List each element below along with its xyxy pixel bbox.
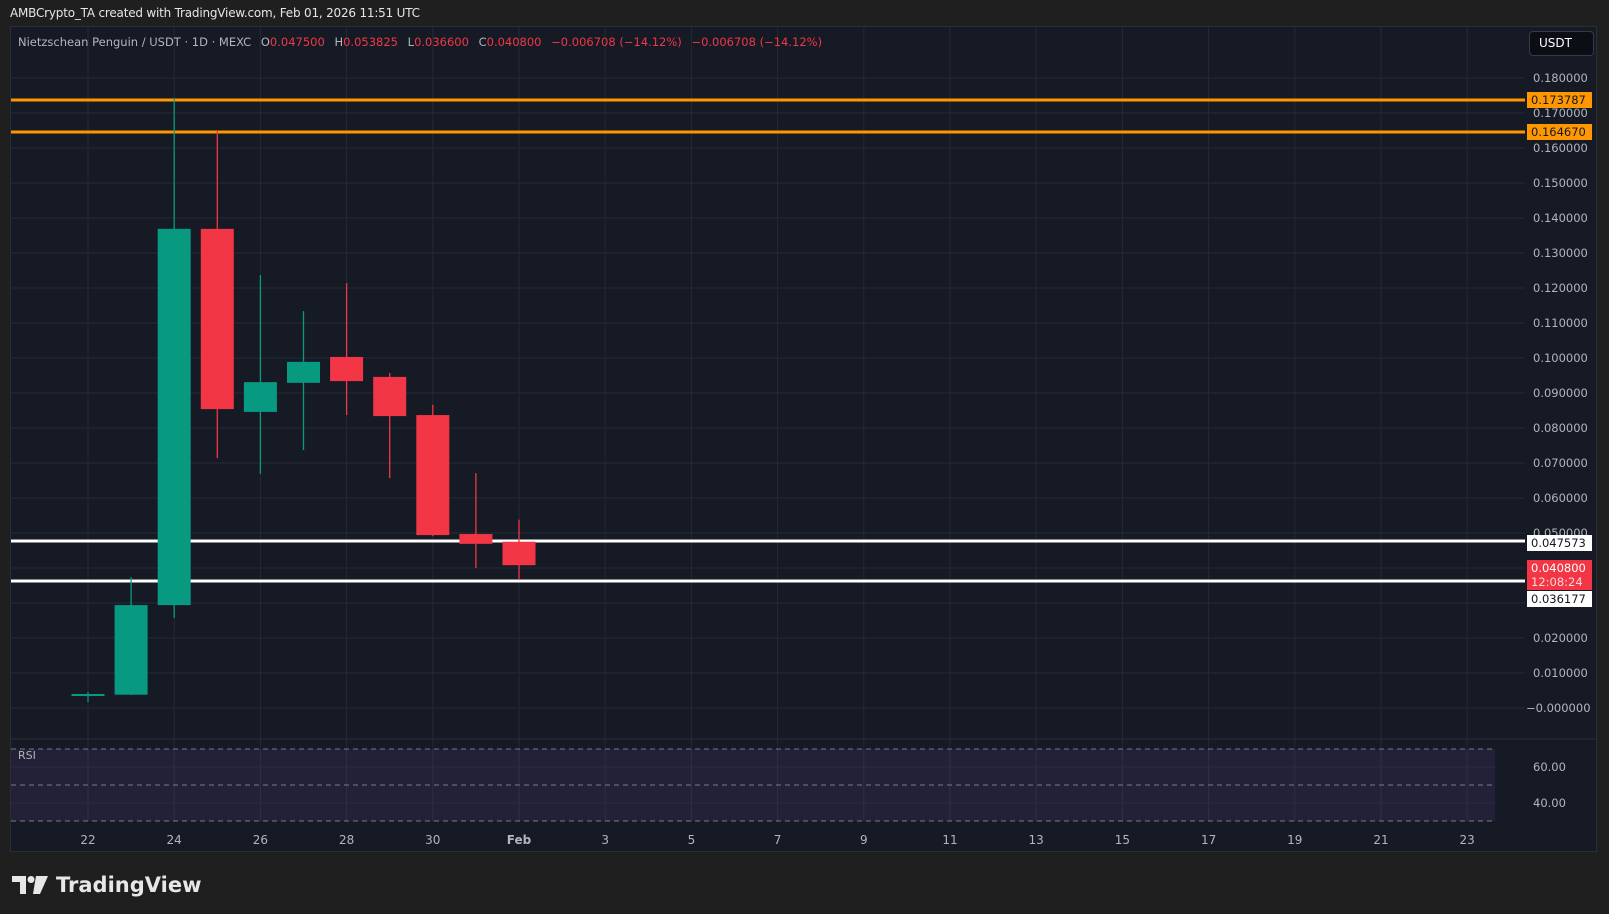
tradingview-logo[interactable]: TradingView	[12, 873, 201, 897]
open-label: O	[260, 35, 270, 49]
orange-line-price-tag: 0.173787	[1527, 92, 1592, 108]
price-axis-tick: −0.000000	[1526, 701, 1591, 715]
white-line-price-tag-2: 0.036177	[1527, 591, 1592, 607]
time-axis-tick: 5	[687, 833, 696, 847]
time-axis-tick: 21	[1373, 833, 1389, 847]
currency-button[interactable]: USDT	[1529, 31, 1594, 56]
rsi-tick-40: 40.00	[1533, 796, 1566, 810]
price-axis-tick: 0.060000	[1533, 491, 1588, 505]
bar-countdown: 12:08:24	[1531, 575, 1583, 589]
time-axis-tick: 9	[859, 833, 868, 847]
change-value-2: −0.006708 (−14.12%)	[691, 35, 823, 49]
symbol-title: Nietzschean Penguin / USDT · 1D · MEXC	[18, 35, 252, 49]
high-label: H	[334, 35, 344, 49]
time-axis-tick: 22	[80, 833, 96, 847]
chart-frame	[10, 26, 1597, 852]
price-axis-tick: 0.140000	[1533, 211, 1588, 225]
time-axis-tick: 17	[1200, 833, 1217, 847]
candle-down	[330, 356, 364, 382]
time-axis-tick: Feb	[506, 833, 532, 847]
candle-up	[243, 382, 277, 412]
candle-down	[502, 541, 536, 566]
chart-caption: AMBCrypto_TA created with TradingView.co…	[10, 6, 420, 20]
price-axis-tick: 0.010000	[1533, 666, 1588, 680]
price-axis-tick: 0.100000	[1533, 351, 1588, 365]
price-axis-tick: 0.160000	[1533, 141, 1588, 155]
candle-down	[373, 376, 407, 417]
candle-up	[157, 228, 191, 606]
orange-line-price-tag-2: 0.164670	[1527, 124, 1592, 140]
time-axis-tick: 30	[425, 833, 441, 847]
candle-up	[114, 605, 148, 695]
time-axis-tick: 28	[338, 833, 355, 847]
price-axis-tick: 0.090000	[1533, 386, 1588, 400]
price-axis-tick: 0.170000	[1533, 106, 1588, 120]
time-axis-tick: 3	[601, 833, 610, 847]
tradingview-logo-icon	[12, 876, 48, 894]
ohlc-legend: Nietzschean Penguin / USDT · 1D · MEXC O…	[18, 35, 822, 49]
change-value: −0.006708 (−14.12%)	[551, 35, 682, 49]
last-price-value: 0.040800	[1531, 561, 1586, 575]
price-axis-tick: 0.120000	[1533, 281, 1588, 295]
time-axis-tick: 11	[942, 833, 958, 847]
price-axis-tick: 0.070000	[1533, 456, 1588, 470]
candle-down	[200, 228, 234, 410]
high-value: 0.053825	[343, 35, 398, 49]
candle-up	[287, 361, 320, 383]
time-axis-tick: 26	[252, 833, 269, 847]
candle-down	[459, 534, 493, 544]
time-axis-tick: 15	[1114, 833, 1131, 847]
time-axis-tick: 19	[1287, 833, 1303, 847]
low-value: 0.036600	[414, 35, 469, 49]
last-price-tag: 0.040800 12:08:24	[1527, 560, 1592, 590]
candle-down	[416, 415, 450, 536]
candle-up	[71, 694, 105, 696]
open-value: 0.047500	[269, 35, 325, 49]
brand-name: TradingView	[56, 873, 202, 897]
time-axis-tick: 7	[773, 833, 782, 847]
white-line-price-tag: 0.047573	[1527, 535, 1592, 551]
price-axis-tick: 0.180000	[1533, 71, 1588, 85]
rsi-tick-60: 60.00	[1533, 760, 1566, 774]
price-axis-tick: 0.130000	[1533, 246, 1588, 260]
time-axis-tick: 23	[1459, 833, 1475, 847]
close-value: 0.040800	[486, 35, 542, 49]
close-label: C	[478, 35, 487, 49]
price-axis-tick: 0.080000	[1533, 421, 1588, 435]
price-axis-tick: 0.110000	[1533, 316, 1588, 330]
time-axis-tick: 24	[166, 833, 182, 847]
price-axis-tick: 0.150000	[1533, 176, 1588, 190]
time-axis-tick: 13	[1028, 833, 1044, 847]
low-label: L	[407, 35, 415, 49]
rsi-label: RSI	[18, 749, 36, 762]
price-axis-tick: 0.020000	[1533, 631, 1588, 645]
